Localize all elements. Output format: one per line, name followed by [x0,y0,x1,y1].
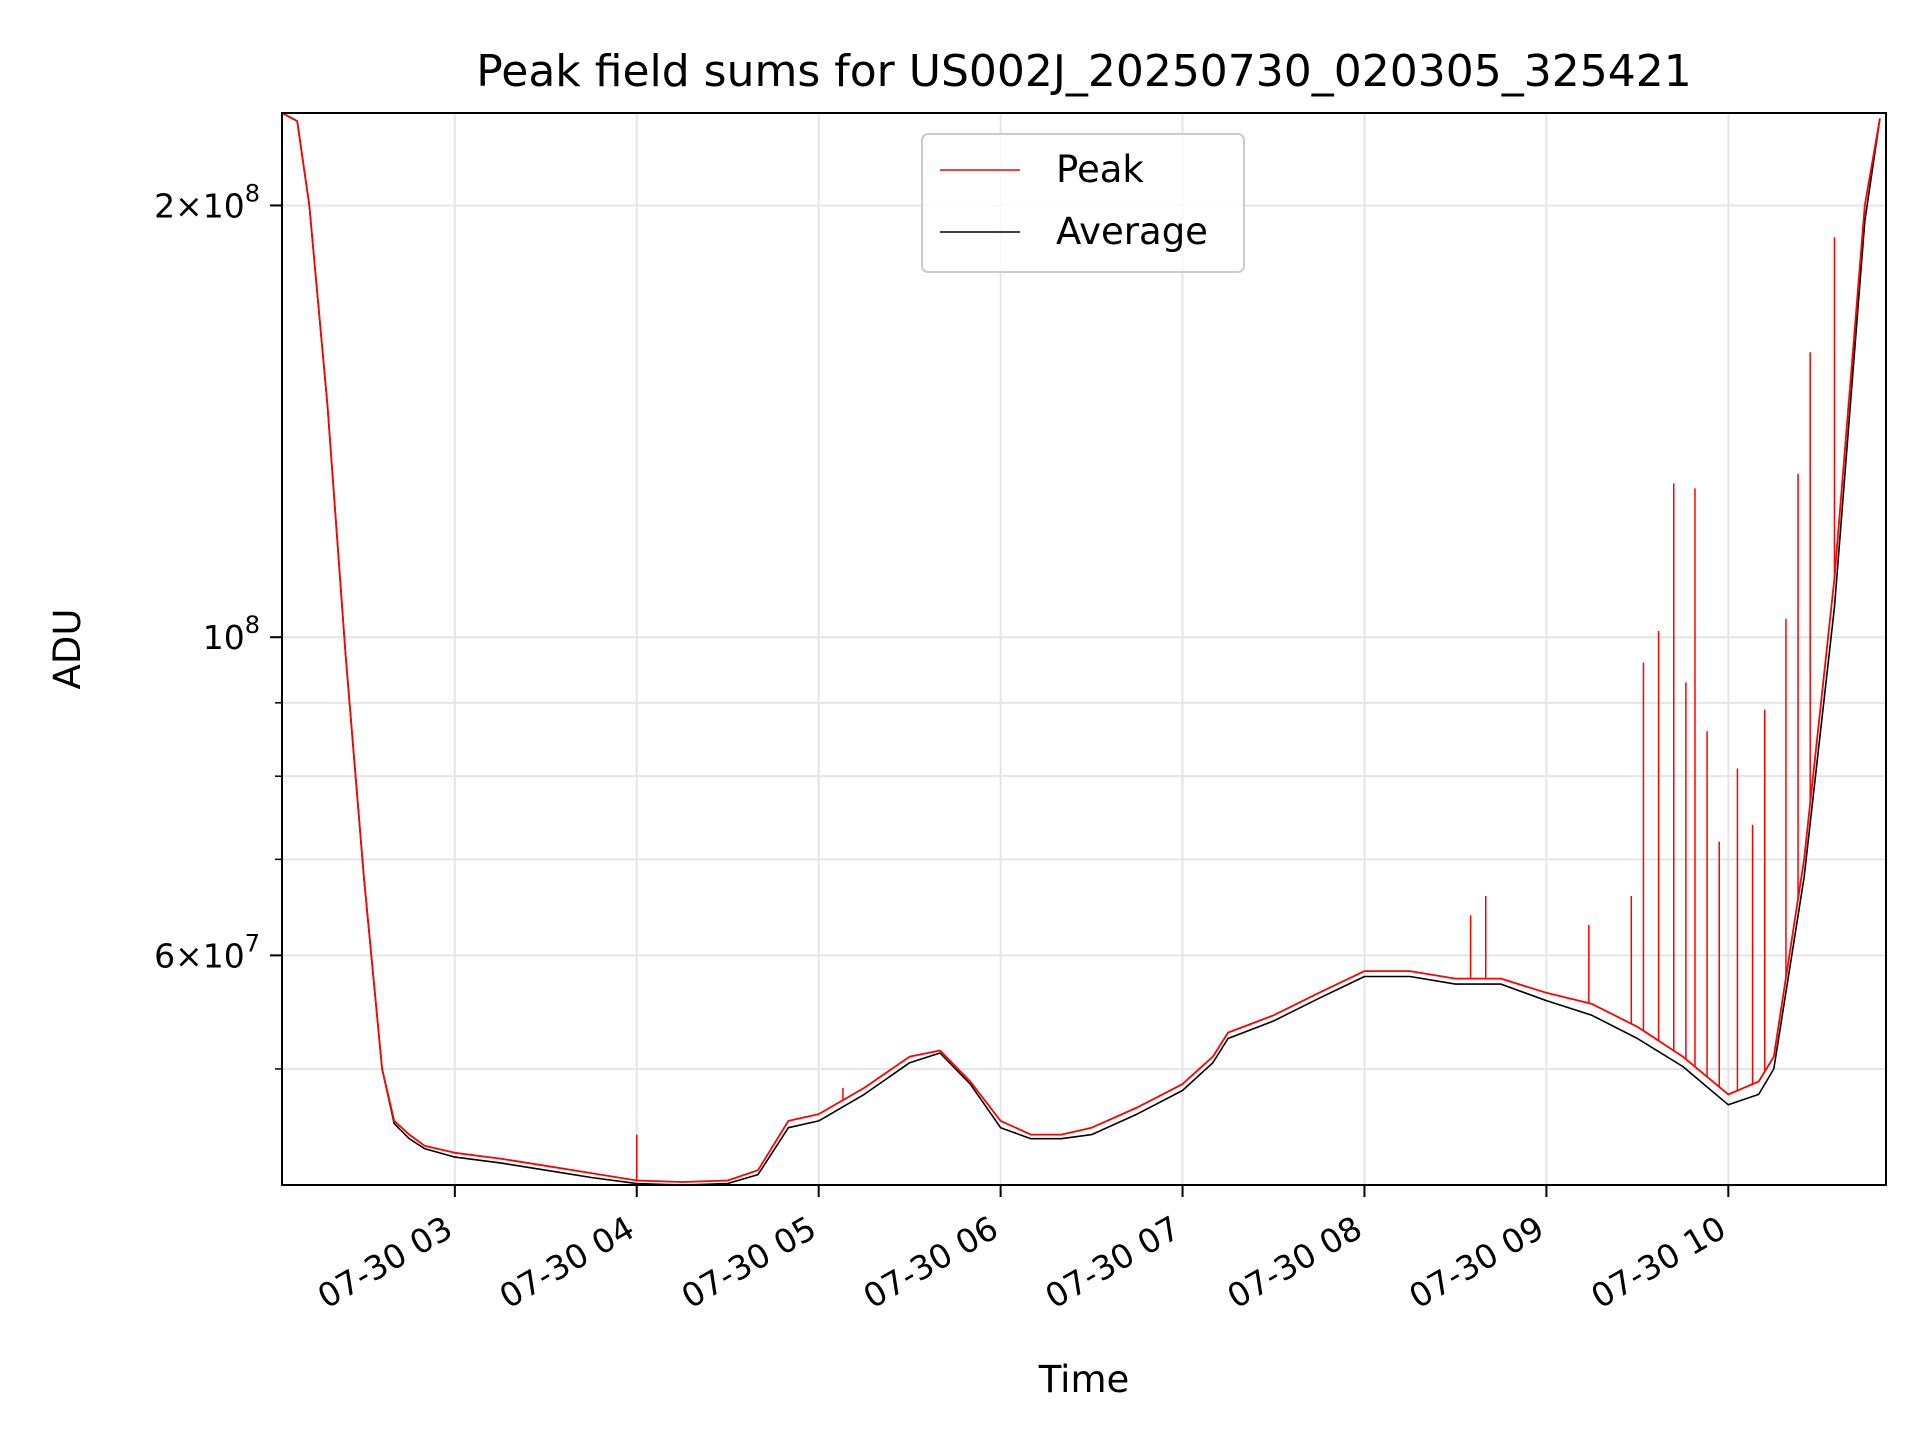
y-tick-label: 2×108 [154,179,260,225]
chart: 07-30 03 07-30 04 07-30 05 07-30 06 07-30 07… [0,0,1920,1440]
chart-title: Peak field sums for US002J_20250730_0203… [476,46,1691,97]
legend-label-peak: Peak [1056,148,1144,191]
legend-label-average: Average [1056,210,1208,253]
legend: Peak Average [922,134,1244,272]
x-axis-label: Time [1038,1358,1130,1401]
y-axis-label: ADU [46,609,89,690]
y-tick-label: 6×107 [154,929,260,975]
